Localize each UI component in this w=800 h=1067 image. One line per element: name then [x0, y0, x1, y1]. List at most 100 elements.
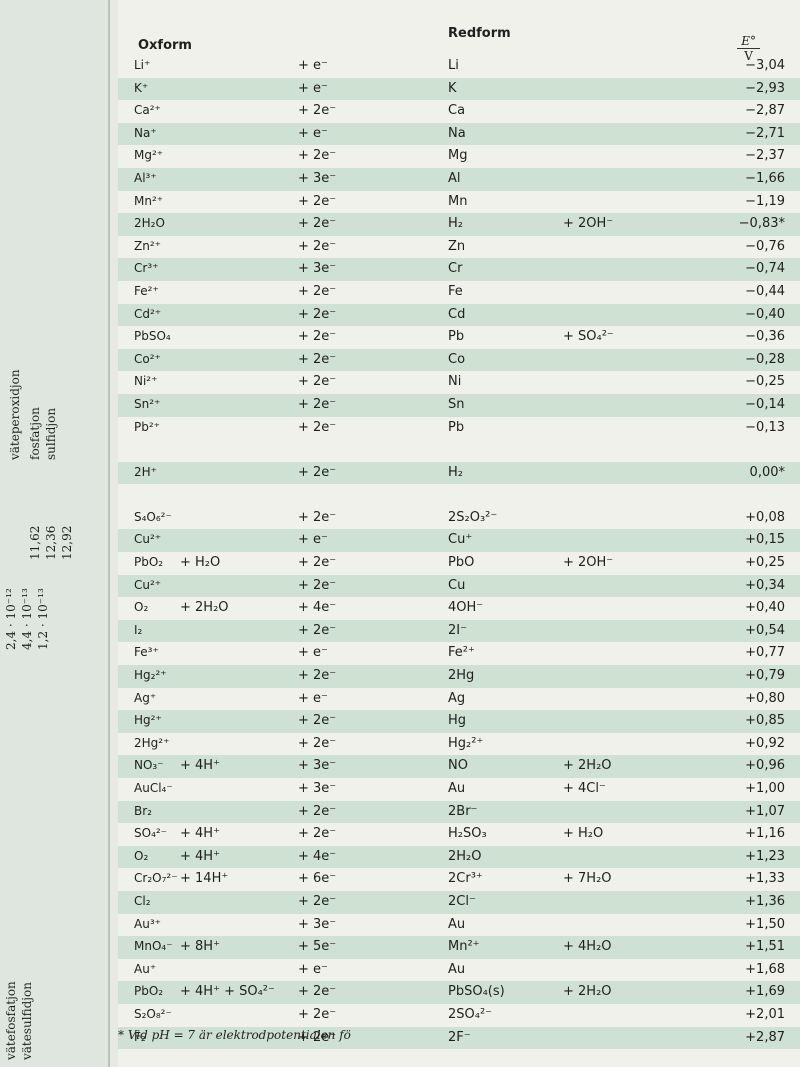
oxform-extra: + 8H⁺: [180, 939, 220, 955]
table-body: Li⁺ + e⁻ Li −3,04 K⁺ + e⁻ K −2,93 Ca²⁺ + 2e⁻ Ca −2,…: [118, 55, 800, 1050]
sidebar: vätefosfatjon vätesulfidjon väteperoxidjon…: [0, 0, 110, 1067]
potential: +1,69: [745, 984, 785, 1000]
sidebar-text: vätesulfidjon: [20, 982, 34, 1060]
redform: 2H₂O: [448, 848, 482, 864]
oxform: Cr³⁺: [134, 261, 159, 276]
electrons: + 2e⁻: [298, 193, 337, 209]
table-row: Cd²⁺ + 2e⁻ Cd −0,40: [118, 303, 800, 327]
table-row: PbSO₄ + 2e⁻ Pb + SO₄²⁻ −0,36: [118, 326, 800, 349]
redform: 2Cl⁻: [448, 893, 476, 909]
table-row: Zn²⁺ + 2e⁻ Zn −0,76: [118, 236, 800, 259]
oxform: S₂O₈²⁻: [134, 1006, 172, 1021]
potential: +1,33: [745, 871, 785, 887]
table-row: O₂ + 2H₂O + 4e⁻ 4OH⁻ +0,40: [118, 597, 800, 620]
electrons: + 2e⁻: [298, 396, 337, 412]
redform: Ag: [448, 690, 466, 706]
electrons: + 2e⁻: [298, 622, 337, 638]
redform: Ni: [448, 374, 462, 390]
oxform: O₂: [134, 600, 149, 615]
electrons: + 2e⁻: [298, 893, 337, 909]
sidebar-text: 2,4 · 10⁻¹²: [4, 588, 18, 650]
potential: −0,44: [745, 283, 785, 299]
electrons: + 2e⁻: [298, 238, 337, 254]
electrons: + 2e⁻: [298, 577, 337, 593]
redform: PbO: [448, 555, 475, 571]
table-row: Sn²⁺ + 2e⁻ Sn −0,14: [118, 393, 800, 417]
table-row: Fe³⁺ + e⁻ Fe²⁺ +0,77: [118, 642, 800, 665]
redform: Cd: [448, 306, 466, 322]
redform: H₂: [448, 464, 463, 480]
potential: +0,15: [745, 532, 785, 548]
potential-header: E° V: [737, 34, 760, 63]
electrons: + e⁻: [298, 645, 328, 661]
potential: +0,96: [745, 758, 785, 774]
table-row: Hg²⁺ + 2e⁻ Hg +0,85: [118, 710, 800, 733]
oxform: Hg²⁺: [134, 713, 162, 728]
redform-extra: + 7H₂O: [563, 871, 612, 887]
sidebar-text: fosfatjon: [28, 407, 42, 460]
electrons: + 2e⁻: [298, 803, 337, 819]
redform: Fe: [448, 283, 463, 299]
electrons: + 5e⁻: [298, 939, 337, 955]
oxform: I₂: [134, 622, 143, 637]
redform: Pb: [448, 419, 465, 435]
redform: PbSO₄(s): [448, 984, 505, 1000]
table-row: S₄O₆²⁻ + 2e⁻ 2S₂O₃²⁻ +0,08: [118, 507, 800, 530]
redform-extra: + 4H₂O: [563, 939, 612, 955]
electrons: + e⁻: [298, 690, 328, 706]
redform: 4OH⁻: [448, 600, 484, 616]
table-row: Mn²⁺ + 2e⁻ Mn −1,19: [118, 191, 800, 214]
oxform-extra: + 2H₂O: [180, 600, 229, 616]
oxform-header: Oxform: [138, 38, 192, 53]
redform-header: Redform: [448, 26, 511, 41]
oxform: Cu²⁺: [134, 532, 162, 547]
redform: 2S₂O₃²⁻: [448, 509, 498, 525]
potential: +0,25: [745, 555, 785, 571]
oxform: Cr₂O₇²⁻: [134, 871, 178, 886]
table-row: Al³⁺ + 3e⁻ Al −1,66: [118, 167, 800, 191]
table-row: Cl₂ + 2e⁻ 2Cl⁻ +1,36: [118, 890, 800, 914]
table-row: 2Hg²⁺ + 2e⁻ Hg₂²⁺ +0,92: [118, 733, 800, 756]
potential: −2,71: [745, 125, 785, 141]
electrons: + 2e⁻: [298, 464, 337, 480]
redform: Ca: [448, 103, 466, 119]
redform: 2F⁻: [448, 1029, 471, 1045]
oxform: Ca²⁺: [134, 103, 161, 118]
oxform: O₂: [134, 848, 149, 863]
redform-extra: + 2OH⁻: [563, 555, 614, 571]
electrons: + 2e⁻: [298, 984, 337, 1000]
redform: Cr: [448, 261, 463, 277]
table-row: Ca²⁺ + 2e⁻ Ca −2,87: [118, 100, 800, 123]
electrons: + 2e⁻: [298, 374, 337, 390]
electrons: + 2e⁻: [298, 351, 337, 367]
electrons: + 2e⁻: [298, 1006, 337, 1022]
redform: Zn: [448, 238, 466, 254]
redform-extra: + SO₄²⁻: [563, 329, 614, 345]
electrons: + 2e⁻: [298, 713, 337, 729]
electrons: + e⁻: [298, 80, 328, 96]
table-row: SO₄²⁻ + 4H⁺ + 2e⁻ H₂SO₃ + H₂O +1,16: [118, 823, 800, 846]
footnote: * Vid pH = 7 är elektrodpotentialen fö: [118, 1028, 351, 1042]
potential: −0,36: [745, 329, 785, 345]
table-page: Oxform Redform E° V Li⁺ + e⁻ Li −3,04 K⁺ + e⁻…: [118, 0, 800, 1067]
potential: +0,80: [745, 690, 785, 706]
potential: +1,07: [745, 803, 785, 819]
potential: +1,36: [745, 893, 785, 909]
oxform: Au⁺: [134, 961, 157, 976]
potential: +0,85: [745, 713, 785, 729]
table-row: Pb²⁺ + 2e⁻ Pb −0,13: [118, 417, 800, 440]
table-row: K⁺ + e⁻ K −2,93: [118, 77, 800, 101]
oxform: NO₃⁻: [134, 758, 164, 773]
redform: Sn: [448, 396, 465, 412]
table-row: Na⁺ + e⁻ Na −2,71: [118, 122, 800, 146]
oxform: Na⁺: [134, 125, 157, 140]
potential: +0,79: [745, 668, 785, 684]
electrons: + 4e⁻: [298, 848, 337, 864]
potential: +1,68: [745, 961, 785, 977]
electrons: + e⁻: [298, 125, 328, 141]
oxform: K⁺: [134, 80, 149, 95]
redform: H₂: [448, 216, 463, 232]
electrons: + 4e⁻: [298, 600, 337, 616]
electrons: + 6e⁻: [298, 871, 337, 887]
table-row: Mg²⁺ + 2e⁻ Mg −2,37: [118, 145, 800, 168]
